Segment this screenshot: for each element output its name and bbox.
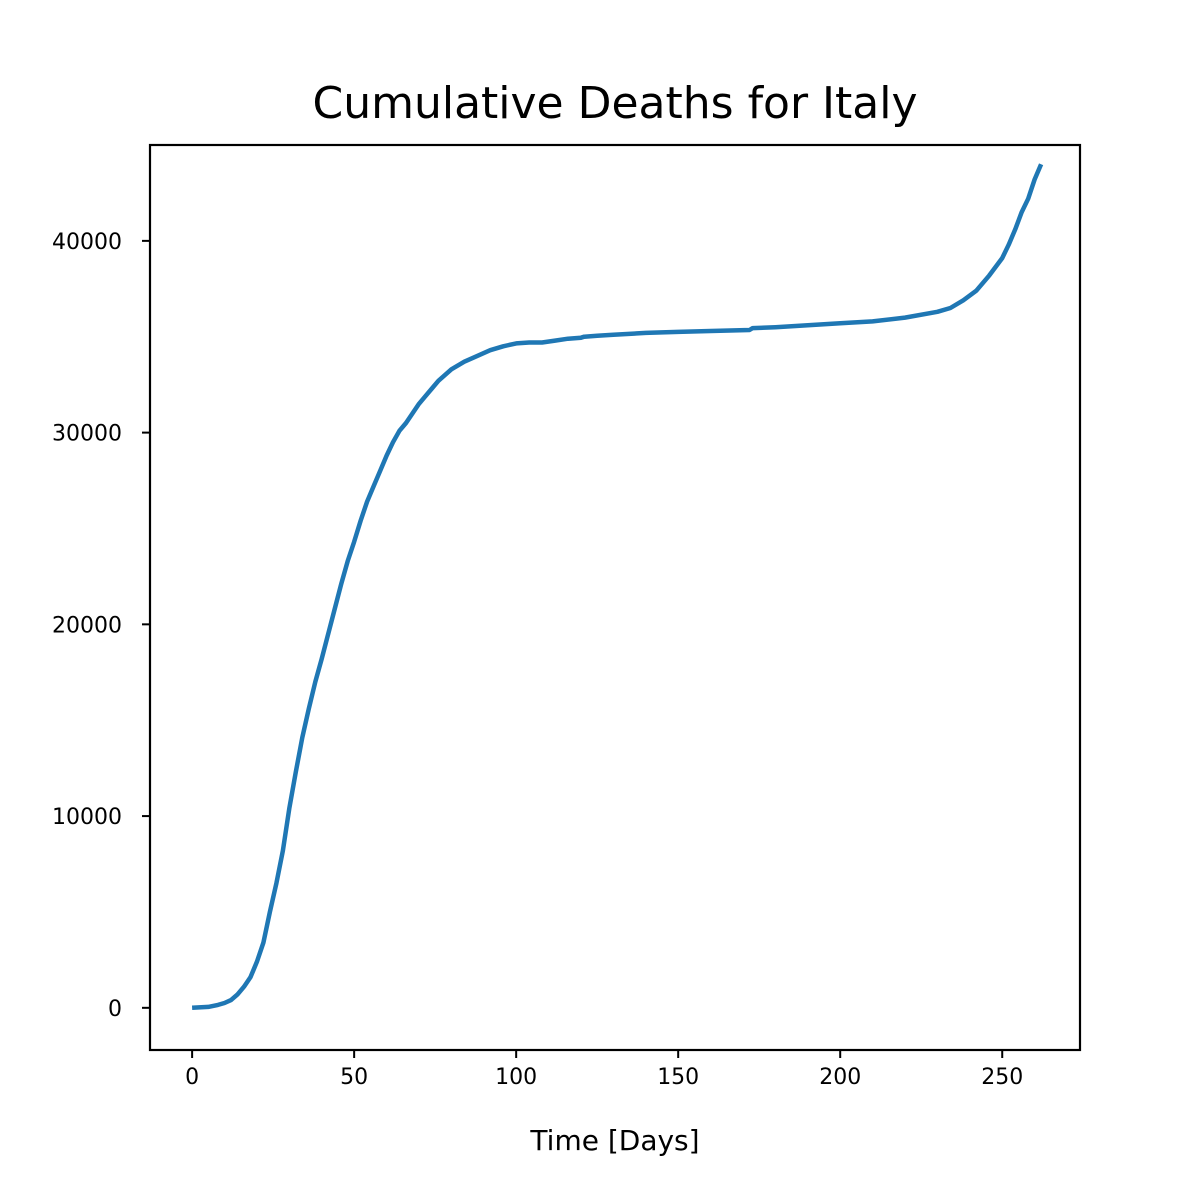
x-tick-label: 250 xyxy=(981,1065,1023,1090)
series-line-0 xyxy=(191,163,1044,1011)
x-tick-label: 150 xyxy=(657,1065,699,1090)
y-tick-label: 20000 xyxy=(52,613,122,638)
x-axis-ticks: 0 50 100 150 200 250 xyxy=(185,1050,1023,1090)
x-tick-label: 200 xyxy=(819,1065,861,1090)
plot-area-frame xyxy=(148,143,1082,1052)
series-layer xyxy=(191,163,1044,1011)
x-axis-label: Time [Days] xyxy=(529,1124,699,1157)
chart-title: Cumulative Deaths for Italy xyxy=(312,78,917,129)
x-tick-label: 0 xyxy=(185,1065,199,1090)
y-tick-label: 10000 xyxy=(52,805,122,830)
x-tick-label: 100 xyxy=(495,1065,537,1090)
y-axis-ticks: 0 10000 20000 30000 40000 xyxy=(52,230,150,1022)
y-tick-label: 40000 xyxy=(52,230,122,255)
x-tick-label: 50 xyxy=(340,1065,368,1090)
y-tick-label: 0 xyxy=(108,997,122,1022)
y-tick-label: 30000 xyxy=(52,422,122,447)
